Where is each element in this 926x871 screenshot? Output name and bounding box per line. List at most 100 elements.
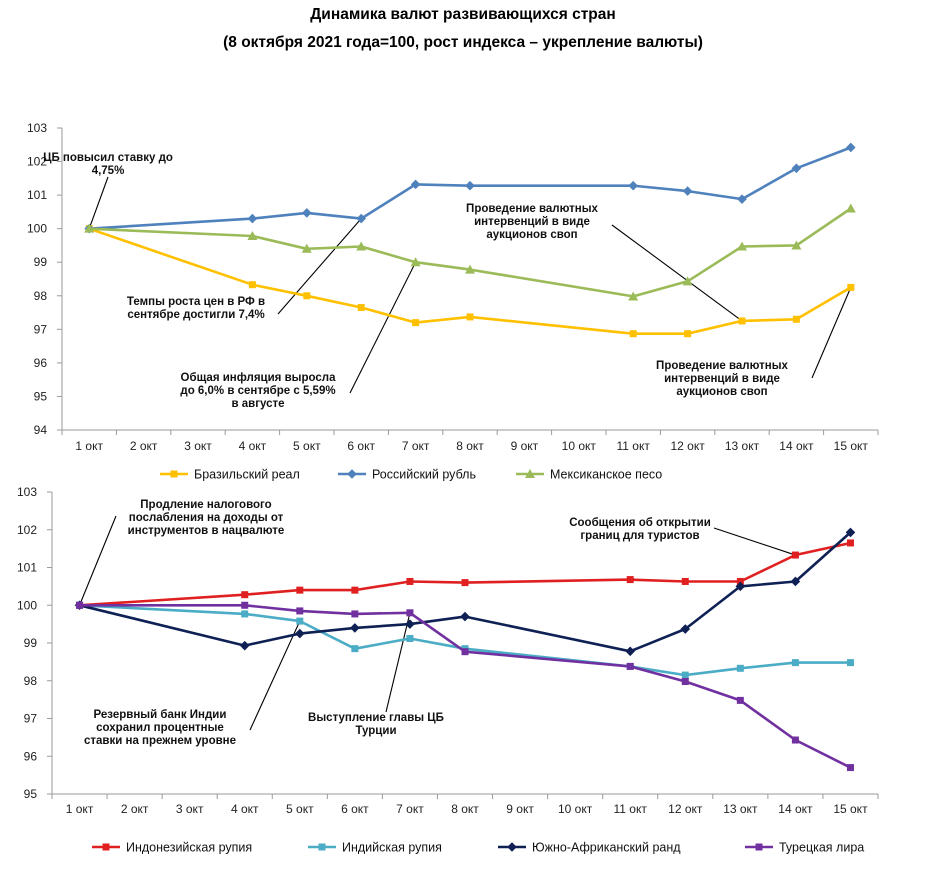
data-point — [302, 208, 312, 218]
annotation-line: Резервный банк Индии — [94, 709, 227, 721]
data-point — [241, 610, 249, 618]
chart-title: Динамика валют развивающихся стран — [310, 6, 616, 23]
x-tick-label: 11 окт — [617, 439, 651, 453]
legend-swatch-marker — [318, 843, 326, 851]
y-tick-label: 96 — [34, 356, 48, 370]
data-point — [460, 611, 470, 622]
data-point — [239, 640, 250, 651]
data-point — [684, 330, 692, 338]
data-point — [406, 634, 414, 642]
data-point — [626, 576, 634, 584]
y-tick-label: 101 — [27, 188, 47, 202]
data-point — [791, 551, 799, 559]
data-point — [406, 577, 414, 585]
annotation-line: Общая инфляция выросла — [181, 372, 337, 384]
y-tick-label: 102 — [27, 155, 47, 169]
x-tick-label: 2 окт — [121, 802, 149, 816]
data-point — [791, 240, 802, 250]
data-point — [351, 610, 359, 618]
y-tick-label: 100 — [27, 222, 47, 236]
annotation-leader-line — [79, 515, 117, 606]
y-tick-label: 98 — [24, 674, 38, 688]
y-tick-label: 102 — [17, 523, 37, 537]
annotation-leader-line — [277, 218, 362, 315]
data-point — [737, 194, 747, 204]
x-tick-label: 15 окт — [834, 439, 869, 453]
x-tick-label: 12 окт — [670, 439, 705, 453]
data-point — [735, 581, 746, 592]
data-point — [410, 179, 421, 190]
data-point — [296, 586, 304, 594]
annotation-line: ЦБ повысил ставку до — [43, 152, 173, 164]
annotation-text: Проведение валютных интервенций в виде аук… — [466, 203, 598, 241]
data-point — [248, 281, 256, 289]
x-tick-label: 7 окт — [396, 802, 424, 816]
data-point — [247, 231, 258, 241]
data-point — [736, 696, 744, 704]
annotation-leader-line — [713, 527, 796, 556]
data-point — [625, 646, 635, 657]
x-tick-label: 7 окт — [402, 439, 430, 453]
legend-swatch-marker — [755, 843, 763, 851]
annotation-line: до 6,0% в сентябре с 5,59% — [180, 385, 335, 397]
data-point — [628, 180, 638, 191]
x-tick-label: 3 окт — [184, 439, 212, 453]
y-tick-label: 96 — [24, 749, 38, 763]
annotation-line: аукционов своп — [676, 386, 767, 398]
x-tick-label: 14 окт — [778, 802, 813, 816]
y-tick-label: 103 — [27, 121, 47, 135]
annotation-leader-line — [349, 261, 417, 394]
y-tick-label: 97 — [24, 712, 38, 726]
data-point — [791, 659, 799, 667]
annotation-line: Сообщения об открытии — [569, 517, 711, 529]
legend-label: Бразильский реал — [194, 468, 300, 482]
data-point — [626, 662, 634, 670]
annotation-leader-line — [385, 612, 411, 713]
data-point — [737, 241, 747, 251]
data-point — [738, 317, 746, 325]
x-tick-label: 13 окт — [723, 802, 758, 816]
data-point — [845, 203, 856, 213]
data-point — [296, 617, 304, 625]
x-tick-label: 6 окт — [341, 802, 369, 816]
data-point — [303, 292, 311, 300]
data-point — [406, 609, 414, 617]
x-tick-label: 5 окт — [286, 802, 314, 816]
series-line — [79, 541, 851, 607]
data-point — [736, 664, 744, 672]
data-point — [247, 213, 258, 224]
series-line — [79, 531, 852, 653]
legend-swatch-marker — [525, 469, 535, 478]
data-point — [846, 659, 854, 667]
x-tick-label: 12 окт — [668, 802, 703, 816]
data-point — [791, 163, 802, 174]
legend-label: Индонезийская рупия — [126, 841, 252, 855]
data-point — [350, 623, 360, 633]
data-point — [466, 313, 474, 321]
data-point — [681, 671, 689, 679]
data-point — [846, 539, 854, 547]
y-tick-label: 103 — [17, 485, 37, 499]
x-tick-label: 4 окт — [239, 439, 267, 453]
x-tick-label: 11 окт — [614, 802, 648, 816]
x-tick-label: 13 окт — [725, 439, 760, 453]
annotation-line: Выступление главы ЦБ — [308, 712, 444, 724]
annotation-line: интервенций в виде — [474, 216, 590, 228]
data-point — [682, 276, 693, 286]
x-tick-label: 3 окт — [176, 802, 204, 816]
data-point — [736, 577, 744, 585]
legend-label: Индийская рупия — [342, 841, 442, 855]
y-tick-label: 100 — [17, 598, 37, 612]
annotation-line: аукционов своп — [486, 229, 577, 241]
y-tick-label: 99 — [34, 255, 48, 269]
annotation-line: границ для туристов — [580, 530, 699, 542]
data-point — [351, 586, 359, 594]
legend-label: Российский рубль — [372, 468, 476, 482]
data-point — [405, 619, 415, 629]
legend-swatch-marker — [507, 842, 517, 852]
data-point — [790, 576, 801, 587]
annotation-line: Темпы роста цен в РФ в — [127, 296, 265, 308]
x-tick-label: 5 окт — [293, 439, 321, 453]
